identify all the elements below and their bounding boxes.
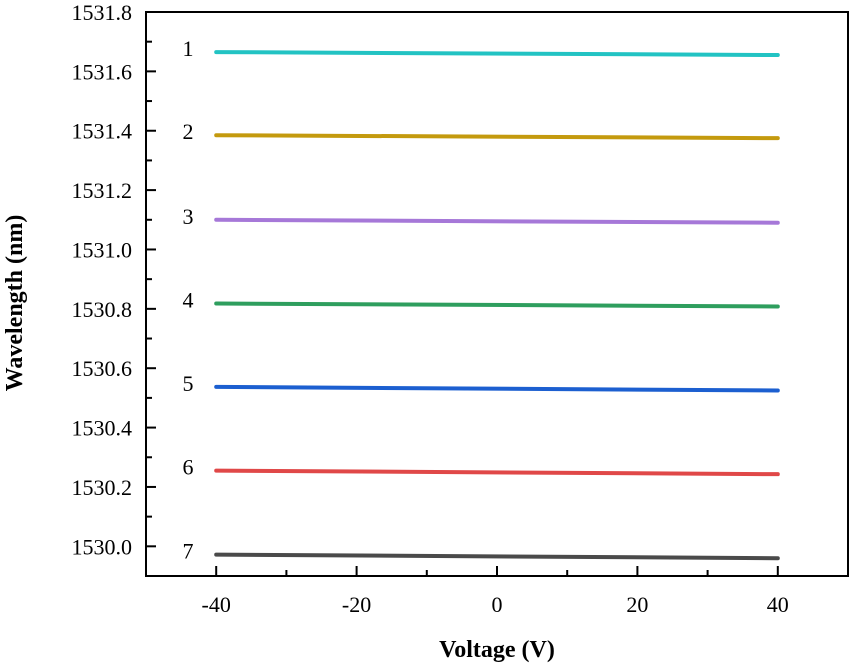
series-label-2: 2: [183, 119, 194, 144]
x-axis-title: Voltage (V): [439, 637, 555, 663]
series-label-6: 6: [183, 455, 194, 480]
y-tick-label: 1530.4: [72, 416, 133, 441]
axes-layer: -40 -20 0 20 40 1530.0 1530.2 1530.4 1530.6 1530.…: [72, 0, 849, 617]
series-line-5: [214, 384, 780, 393]
series-label-3: 3: [183, 204, 194, 229]
series-label-5: 5: [183, 371, 194, 396]
y-tick-label: 1531.0: [72, 237, 133, 262]
x-tick-label: 0: [492, 592, 503, 617]
series-line-3: [214, 217, 780, 225]
series-line-2: [214, 133, 780, 141]
y-tick-label: 1530.2: [72, 475, 133, 500]
x-tick-label: 20: [626, 592, 648, 617]
plot-frame: [145, 11, 849, 577]
y-tick-label: 1530.0: [72, 534, 133, 559]
y-tick-label: 1530.6: [72, 356, 133, 381]
x-tick-label: -40: [202, 592, 231, 617]
series-layer: 1 2 3 4 5 6 7: [183, 36, 780, 564]
series-label-4: 4: [183, 287, 194, 312]
y-axis-title: Wavelength (nm): [2, 215, 28, 392]
series-label-7: 7: [183, 539, 194, 564]
series-line-4: [214, 301, 780, 309]
series-line-1: [214, 50, 780, 58]
y-tick-label: 1531.4: [72, 119, 133, 144]
series-line-6: [214, 468, 780, 477]
series-line-7: [214, 552, 780, 561]
y-tick-label: 1530.8: [72, 297, 133, 322]
x-tick-label: -20: [342, 592, 371, 617]
series-label-1: 1: [183, 36, 194, 61]
y-tick-label: 1531.2: [72, 178, 133, 203]
y-tick-label: 1531.6: [72, 59, 133, 84]
x-tick-label: 40: [767, 592, 789, 617]
y-tick-label: 1531.8: [72, 0, 133, 25]
